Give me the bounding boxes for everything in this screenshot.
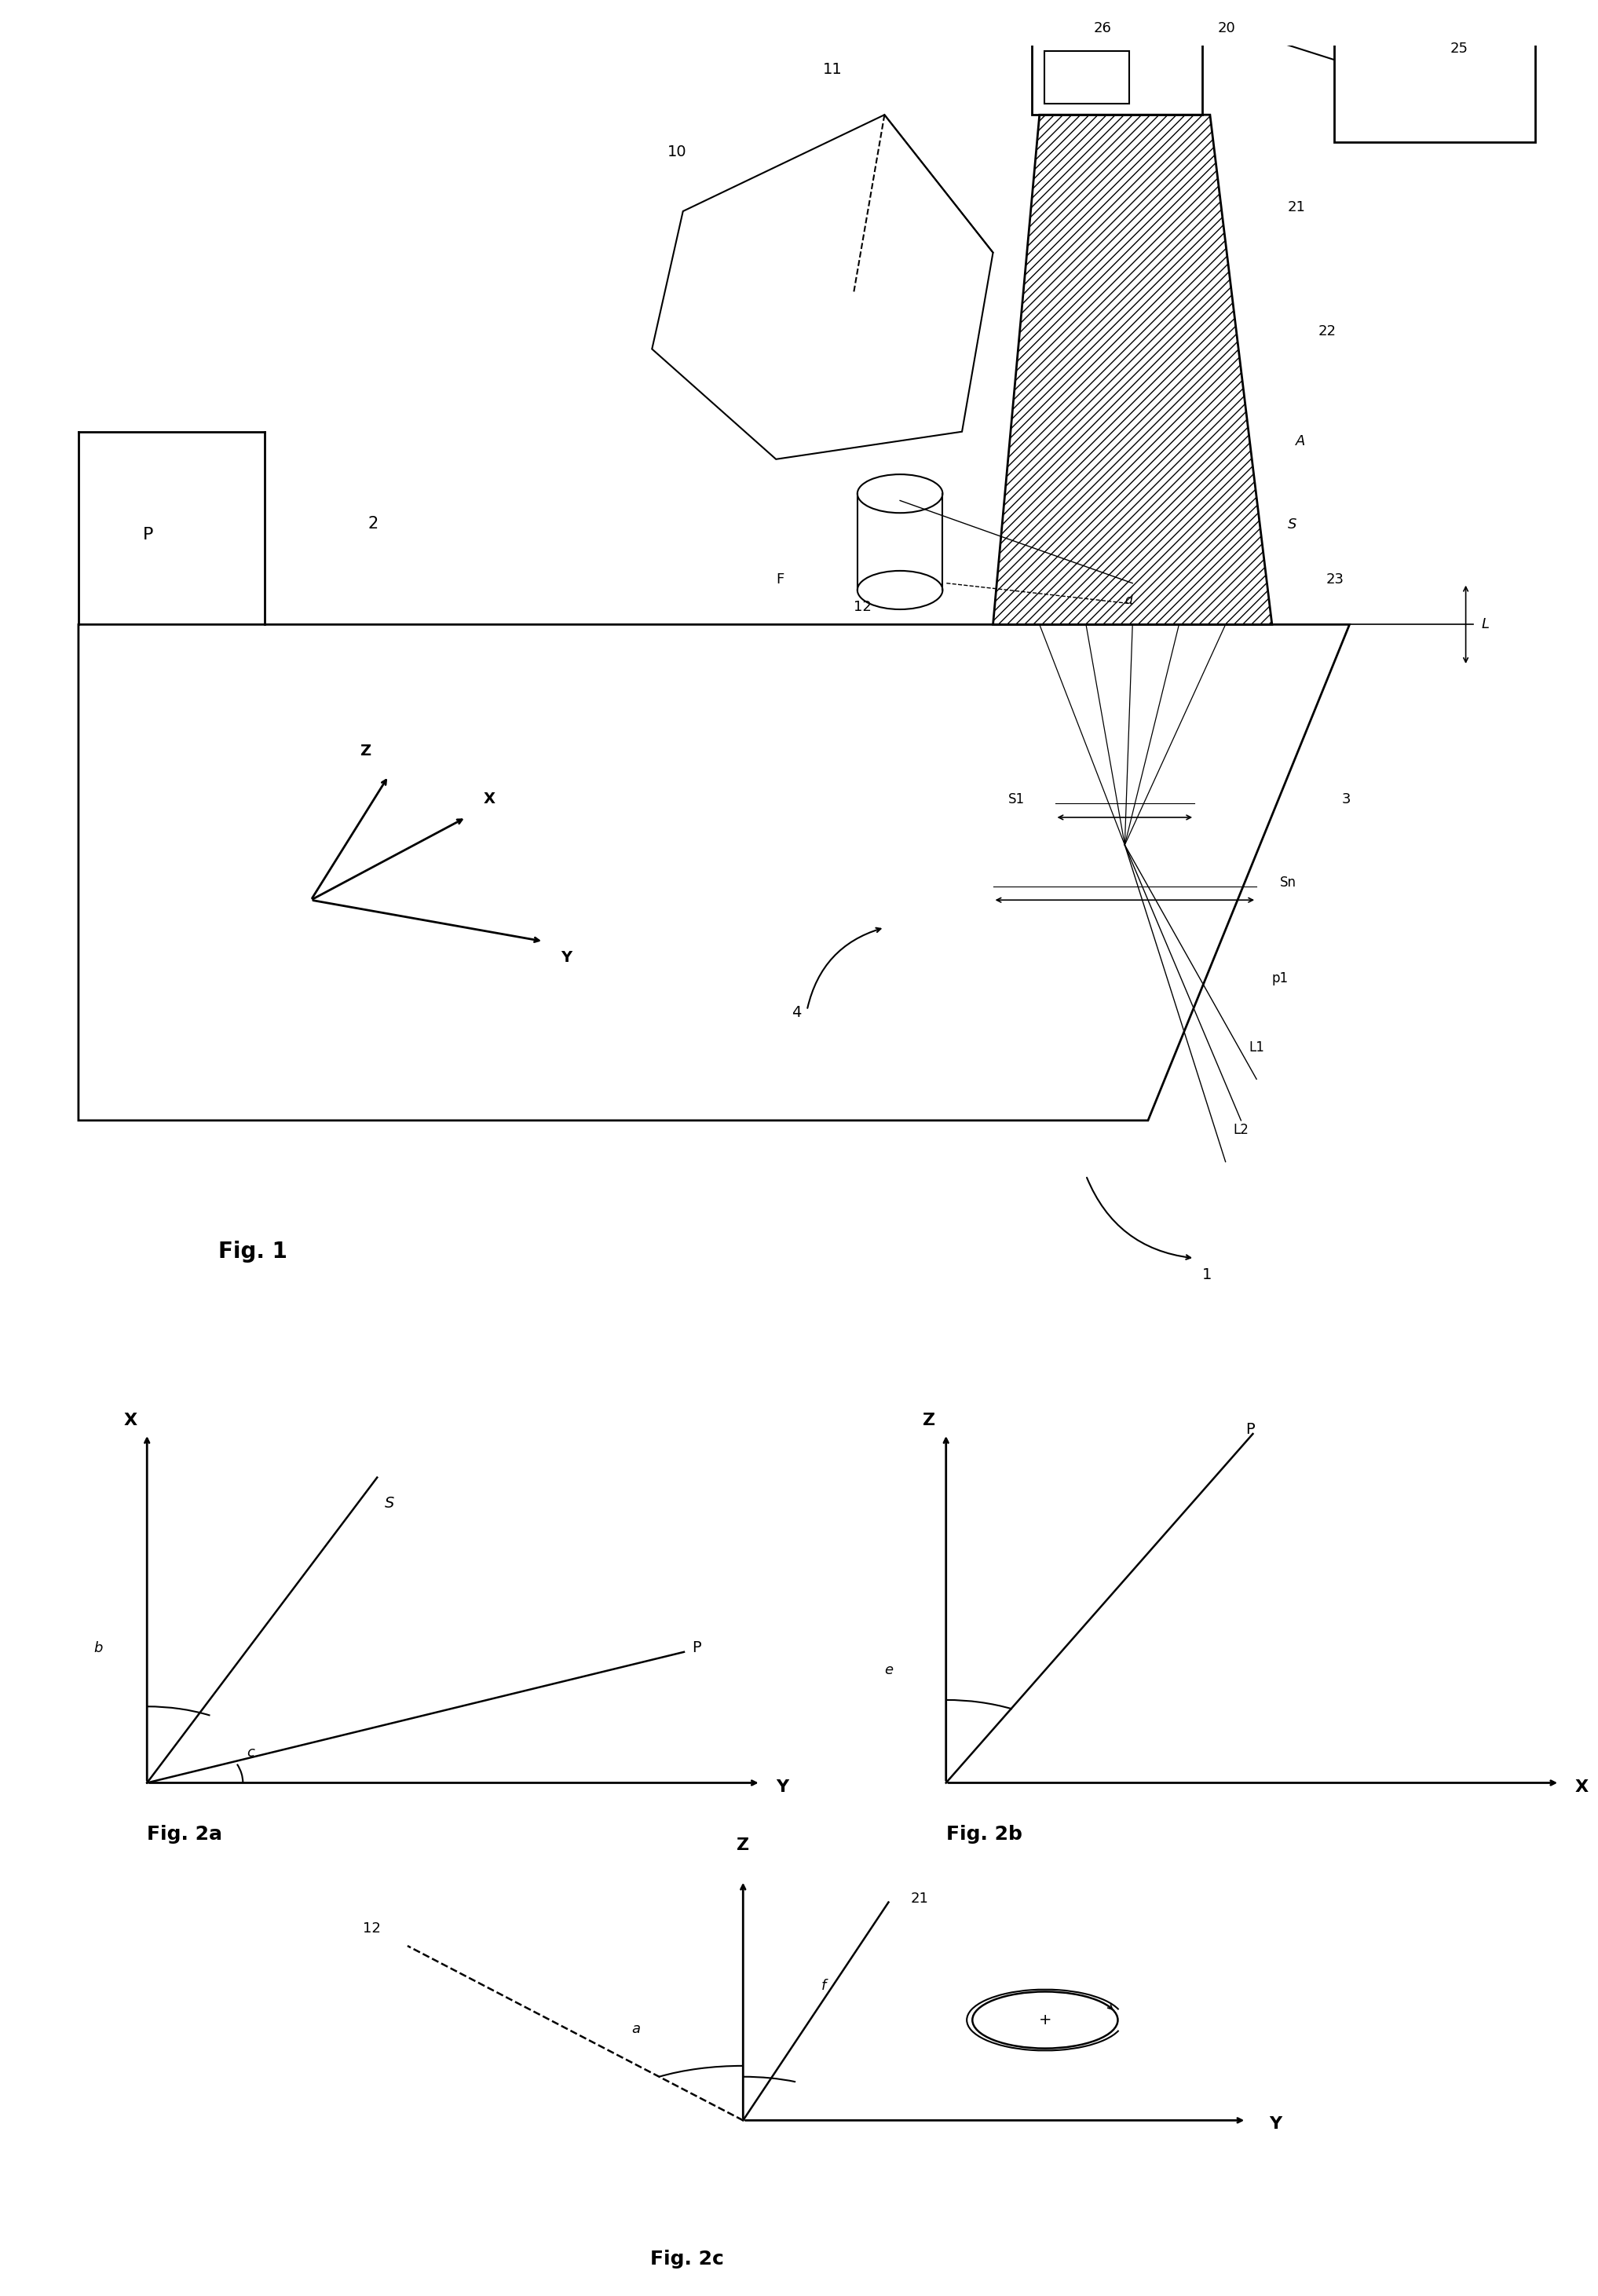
Text: 26: 26	[1093, 21, 1112, 34]
Text: 21: 21	[911, 1892, 928, 1906]
Text: Y: Y	[561, 951, 572, 964]
Bar	[1032, 39, 1202, 115]
Text: 23: 23	[1326, 572, 1344, 585]
Text: 12: 12	[363, 1922, 380, 1936]
Text: S1: S1	[1008, 792, 1024, 806]
Text: X: X	[125, 1412, 137, 1428]
Text: S: S	[385, 1497, 395, 1511]
Text: S: S	[1288, 517, 1296, 530]
Text: Fig. 2b: Fig. 2b	[946, 1825, 1023, 1844]
Text: Y: Y	[1269, 2117, 1282, 2133]
Text: e: e	[885, 1662, 893, 1676]
Text: Y: Y	[777, 1779, 789, 1795]
Text: P: P	[142, 528, 153, 542]
Text: 12: 12	[853, 599, 871, 613]
Text: P: P	[1245, 1421, 1254, 1437]
Bar	[1334, 25, 1536, 142]
Text: 21: 21	[1288, 200, 1306, 214]
Text: 3: 3	[1342, 792, 1350, 806]
Text: Z: Z	[924, 1412, 936, 1428]
Text: X: X	[483, 792, 495, 806]
Text: Fig. 2c: Fig. 2c	[650, 2250, 724, 2268]
Text: 11: 11	[823, 62, 842, 76]
Text: Sn: Sn	[1280, 875, 1296, 889]
Text: A: A	[1296, 434, 1306, 448]
Text: L2: L2	[1234, 1123, 1250, 1137]
Text: Z: Z	[360, 744, 371, 758]
Text: X: X	[1576, 1779, 1588, 1795]
Text: c: c	[246, 1745, 254, 1759]
Text: 25: 25	[1451, 41, 1469, 55]
Text: a: a	[631, 2023, 639, 2037]
Text: Z: Z	[737, 1837, 749, 1853]
Text: d: d	[1125, 595, 1133, 606]
Text: +: +	[1039, 2014, 1051, 2027]
Text: b: b	[93, 1642, 102, 1655]
Text: F: F	[777, 572, 785, 585]
Text: P: P	[692, 1639, 702, 1655]
Text: Fig. 1: Fig. 1	[217, 1240, 288, 1263]
Text: 10: 10	[668, 145, 687, 158]
Text: f: f	[821, 1979, 826, 1993]
Text: L1: L1	[1248, 1040, 1264, 1054]
Bar	[1043, 51, 1130, 103]
Text: 22: 22	[1318, 324, 1336, 338]
Text: 4: 4	[791, 1006, 801, 1019]
Text: Fig. 2a: Fig. 2a	[147, 1825, 222, 1844]
Text: 20: 20	[1218, 21, 1235, 34]
Polygon shape	[992, 115, 1272, 625]
Text: 2: 2	[368, 517, 379, 530]
Text: p1: p1	[1272, 971, 1288, 985]
Text: L: L	[1481, 618, 1489, 631]
Text: 1: 1	[1202, 1267, 1211, 1281]
